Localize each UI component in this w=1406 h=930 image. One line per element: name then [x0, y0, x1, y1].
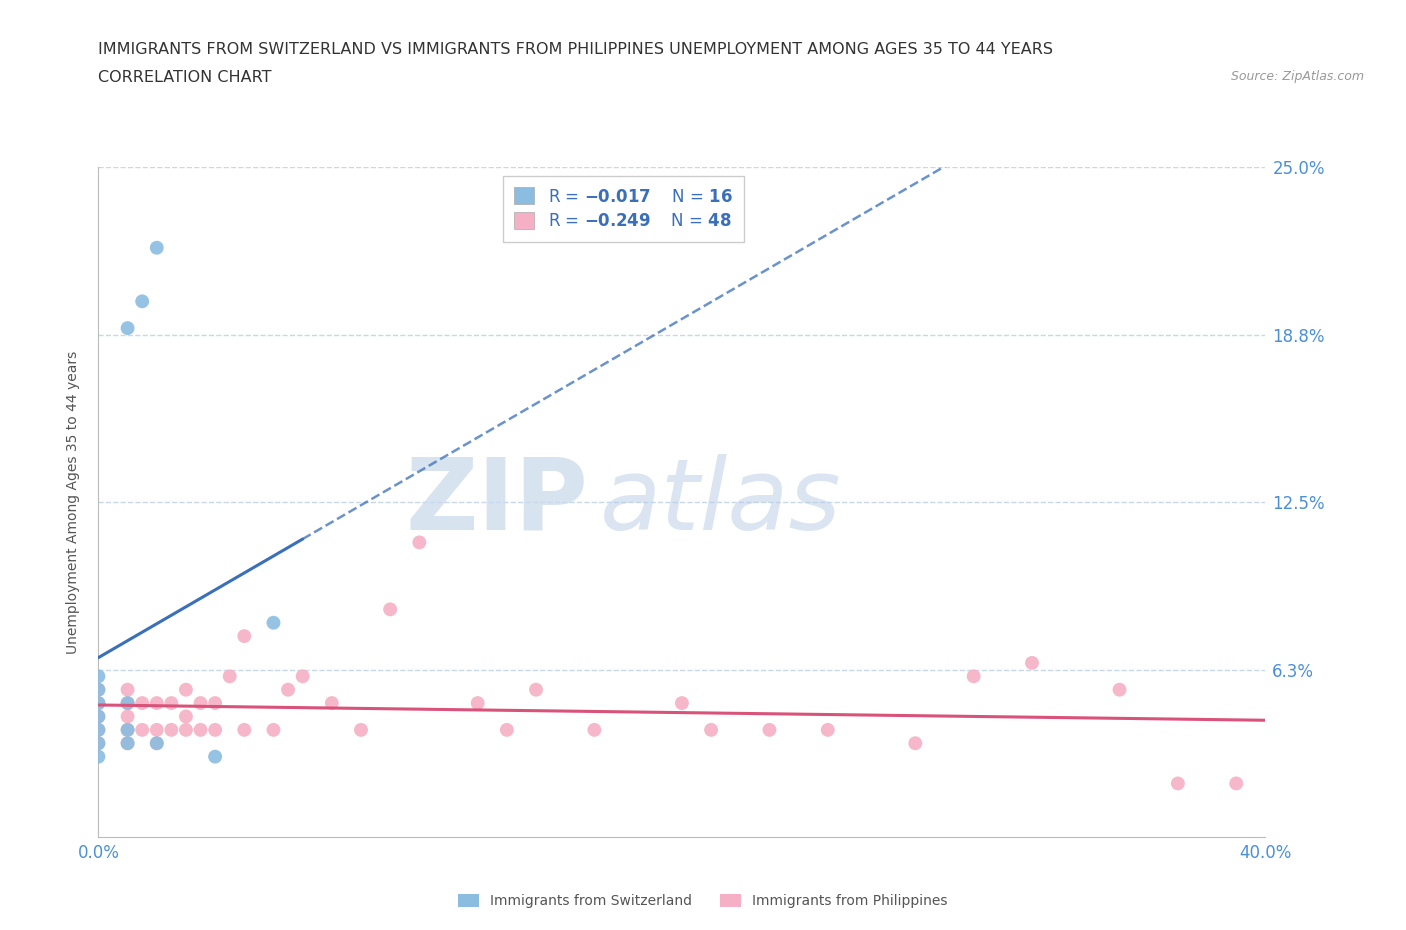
- Point: [87, 736, 110, 751]
- Point: [1021, 656, 1043, 671]
- Point: [160, 723, 183, 737]
- Point: [467, 696, 489, 711]
- Point: [87, 723, 110, 737]
- Point: [117, 723, 139, 737]
- Point: [350, 723, 373, 737]
- Point: [117, 696, 139, 711]
- Point: [146, 240, 169, 255]
- Point: [117, 736, 139, 751]
- Point: [524, 683, 547, 698]
- Point: [87, 750, 110, 764]
- Point: [583, 723, 606, 737]
- Point: [233, 629, 256, 644]
- Text: CORRELATION CHART: CORRELATION CHART: [98, 70, 271, 85]
- Point: [1225, 776, 1247, 790]
- Y-axis label: Unemployment Among Ages 35 to 44 years: Unemployment Among Ages 35 to 44 years: [66, 351, 80, 654]
- Point: [291, 669, 314, 684]
- Text: Source: ZipAtlas.com: Source: ZipAtlas.com: [1230, 70, 1364, 83]
- Point: [190, 696, 212, 711]
- Point: [204, 750, 226, 764]
- Point: [758, 723, 780, 737]
- Point: [1108, 683, 1130, 698]
- Text: ZIP: ZIP: [406, 454, 589, 551]
- Text: atlas: atlas: [600, 454, 842, 551]
- Point: [131, 723, 153, 737]
- Point: [174, 709, 197, 724]
- Point: [117, 683, 139, 698]
- Point: [190, 723, 212, 737]
- Point: [117, 736, 139, 751]
- Point: [408, 535, 430, 550]
- Point: [146, 736, 169, 751]
- Point: [87, 669, 110, 684]
- Point: [174, 723, 197, 737]
- Point: [87, 696, 110, 711]
- Point: [204, 723, 226, 737]
- Point: [262, 723, 284, 737]
- Point: [204, 696, 226, 711]
- Point: [321, 696, 343, 711]
- Point: [671, 696, 693, 711]
- Point: [87, 696, 110, 711]
- Point: [817, 723, 839, 737]
- Point: [904, 736, 927, 751]
- Point: [117, 696, 139, 711]
- Point: [277, 683, 299, 698]
- Point: [262, 616, 284, 631]
- Point: [233, 723, 256, 737]
- Point: [87, 683, 110, 698]
- Point: [87, 736, 110, 751]
- Point: [218, 669, 240, 684]
- Point: [700, 723, 723, 737]
- Point: [160, 696, 183, 711]
- Point: [117, 723, 139, 737]
- Point: [87, 723, 110, 737]
- Point: [117, 321, 139, 336]
- Point: [131, 696, 153, 711]
- Point: [495, 723, 517, 737]
- Point: [378, 602, 402, 617]
- Legend: R = $\mathbf{-0.017}$    N = $\mathbf{16}$, R = $\mathbf{-0.249}$    N = $\mathb: R = $\mathbf{-0.017}$ N = $\mathbf{16}$,…: [503, 176, 744, 242]
- Point: [174, 683, 197, 698]
- Text: IMMIGRANTS FROM SWITZERLAND VS IMMIGRANTS FROM PHILIPPINES UNEMPLOYMENT AMONG AG: IMMIGRANTS FROM SWITZERLAND VS IMMIGRANT…: [98, 42, 1053, 57]
- Point: [146, 696, 169, 711]
- Point: [146, 736, 169, 751]
- Point: [1167, 776, 1189, 790]
- Point: [146, 723, 169, 737]
- Point: [131, 294, 153, 309]
- Point: [87, 683, 110, 698]
- Point: [87, 709, 110, 724]
- Point: [962, 669, 984, 684]
- Legend: Immigrants from Switzerland, Immigrants from Philippines: Immigrants from Switzerland, Immigrants …: [453, 888, 953, 914]
- Point: [87, 709, 110, 724]
- Point: [117, 709, 139, 724]
